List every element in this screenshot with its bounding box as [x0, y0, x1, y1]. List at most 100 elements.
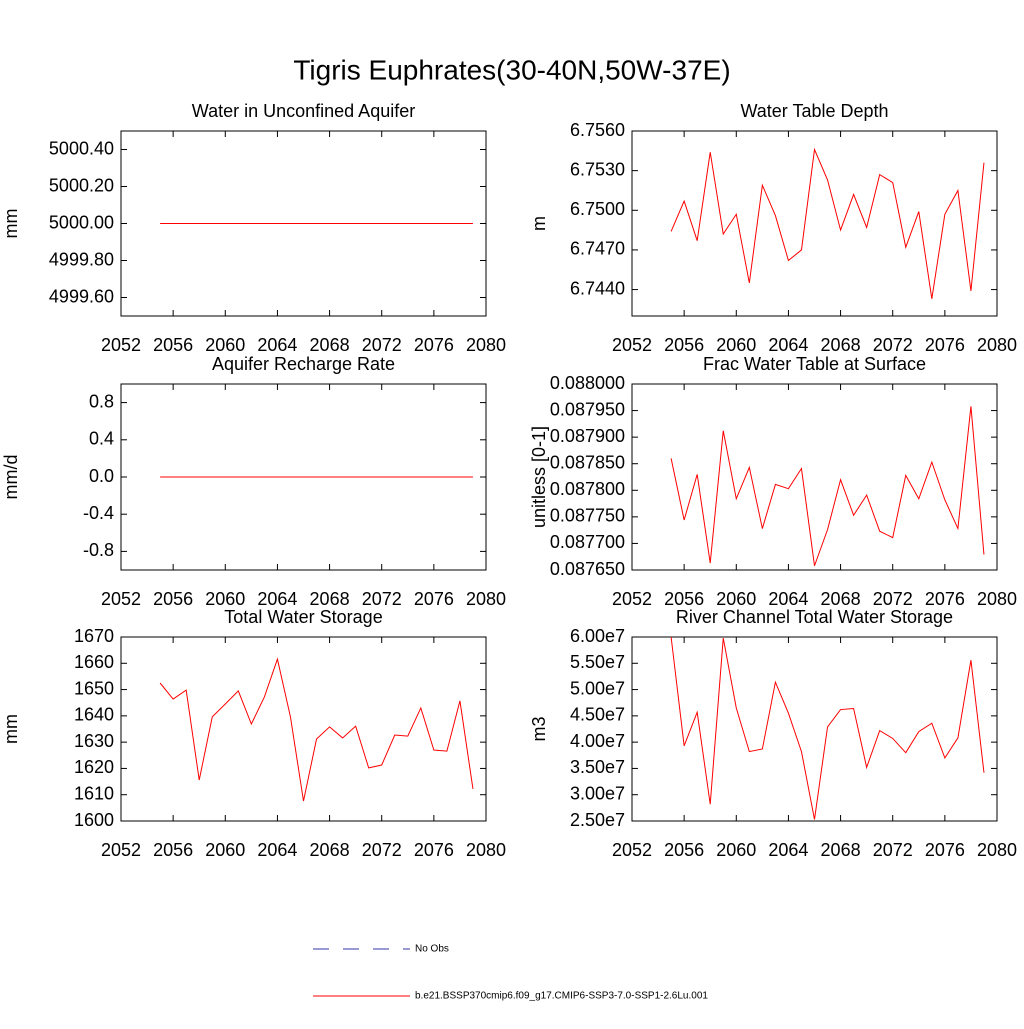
y-tick-label: 4999.60: [49, 286, 114, 306]
x-tick-label: 2076: [925, 589, 965, 609]
x-tick-label: 2076: [414, 335, 454, 355]
y-tick-label: 5000.20: [49, 175, 114, 195]
y-tick-label: 0.087700: [550, 532, 625, 552]
y-tick-label: 0.0: [89, 466, 114, 486]
plot-frame: [631, 383, 998, 571]
x-tick-label: 2060: [716, 840, 756, 860]
y-axis-label: mm: [1, 209, 21, 239]
x-tick-label: 2060: [716, 589, 756, 609]
x-tick-label: 2056: [664, 335, 704, 355]
plot-frame: [631, 636, 998, 822]
y-tick-label: 0.087750: [550, 506, 625, 526]
y-tick-label: 6.7500: [570, 199, 625, 219]
legend-label: b.e21.BSSP370cmip6.f09_g17.CMIP6-SSP3-7.…: [415, 991, 708, 1002]
panel-title: Total Water Storage: [224, 607, 382, 627]
x-tick-label: 2060: [205, 589, 245, 609]
y-tick-label: -0.4: [83, 503, 114, 523]
y-tick-label: 1630: [74, 731, 114, 751]
x-tick-label: 2068: [310, 840, 350, 860]
x-tick-label: 2052: [101, 589, 141, 609]
y-tick-label: 5.50e7: [570, 652, 625, 672]
x-tick-label: 2072: [873, 335, 913, 355]
x-tick-label: 2072: [873, 589, 913, 609]
y-tick-label: 6.7560: [570, 120, 625, 140]
y-tick-label: 0.087850: [550, 452, 625, 472]
x-tick-label: 2056: [153, 840, 193, 860]
y-axis-label: m3: [529, 716, 549, 741]
figure-title: Tigris Euphrates(30-40N,50W-37E): [293, 54, 730, 85]
x-tick-label: 2080: [977, 335, 1017, 355]
y-tick-label: 0.087800: [550, 479, 625, 499]
y-tick-label: 6.7530: [570, 159, 625, 179]
x-tick-label: 2076: [925, 840, 965, 860]
x-tick-label: 2052: [101, 335, 141, 355]
x-tick-label: 2068: [310, 335, 350, 355]
panel-title: Aquifer Recharge Rate: [212, 354, 395, 374]
y-tick-label: 1610: [74, 783, 114, 803]
x-tick-label: 2068: [821, 335, 861, 355]
y-tick-label: 1640: [74, 705, 114, 725]
x-tick-label: 2052: [612, 335, 652, 355]
y-tick-label: 4.50e7: [570, 705, 625, 725]
y-axis-label: mm/d: [1, 455, 21, 500]
y-tick-label: -0.8: [83, 540, 114, 560]
y-tick-label: 0.088000: [550, 373, 625, 393]
x-tick-label: 2072: [873, 840, 913, 860]
data-line: [670, 406, 985, 566]
x-tick-label: 2068: [821, 840, 861, 860]
y-tick-label: 0.8: [89, 391, 114, 411]
y-tick-label: 2.50e7: [570, 810, 625, 830]
x-tick-label: 2072: [362, 840, 402, 860]
y-tick-label: 1600: [74, 810, 114, 830]
plot-frame: [631, 130, 998, 317]
panel-title: Frac Water Table at Surface: [703, 354, 926, 374]
y-tick-label: 3.50e7: [570, 757, 625, 777]
x-tick-label: 2052: [101, 840, 141, 860]
x-tick-label: 2064: [768, 589, 808, 609]
x-tick-label: 2076: [925, 335, 965, 355]
x-tick-label: 2064: [768, 335, 808, 355]
data-line: [670, 147, 985, 299]
x-tick-label: 2080: [466, 335, 506, 355]
y-tick-label: 6.7440: [570, 278, 625, 298]
x-tick-label: 2060: [205, 335, 245, 355]
y-tick-label: 0.4: [89, 429, 114, 449]
y-axis-label: mm: [1, 714, 21, 744]
plot-frame: [120, 636, 487, 822]
x-tick-label: 2072: [362, 589, 402, 609]
x-tick-label: 2080: [977, 589, 1017, 609]
x-tick-label: 2056: [153, 335, 193, 355]
x-tick-label: 2064: [257, 335, 297, 355]
panel-title: Water Table Depth: [740, 101, 888, 121]
x-tick-label: 2064: [257, 589, 297, 609]
y-tick-label: 6.00e7: [570, 626, 625, 646]
x-tick-label: 2072: [362, 335, 402, 355]
y-tick-label: 1650: [74, 678, 114, 698]
y-tick-label: 5000.00: [49, 212, 114, 232]
y-tick-label: 0.087650: [550, 559, 625, 579]
y-tick-label: 1670: [74, 626, 114, 646]
x-tick-label: 2080: [466, 589, 506, 609]
x-tick-label: 2080: [977, 840, 1017, 860]
x-tick-label: 2076: [414, 589, 454, 609]
y-tick-label: 5.00e7: [570, 678, 625, 698]
y-tick-label: 6.7470: [570, 239, 625, 259]
y-tick-label: 5000.40: [49, 138, 114, 158]
data-line: [159, 657, 474, 802]
x-tick-label: 2068: [821, 589, 861, 609]
y-tick-label: 1620: [74, 757, 114, 777]
y-tick-label: 0.087900: [550, 426, 625, 446]
legend-label: No Obs: [415, 944, 449, 955]
x-tick-label: 2060: [716, 335, 756, 355]
y-axis-label: m: [529, 216, 549, 231]
x-tick-label: 2064: [768, 840, 808, 860]
x-tick-label: 2076: [414, 840, 454, 860]
panel-title: Water in Unconfined Aquifer: [192, 101, 415, 121]
y-tick-label: 1660: [74, 652, 114, 672]
y-axis-label: unitless [0-1]: [529, 426, 549, 528]
x-tick-label: 2052: [612, 589, 652, 609]
x-tick-label: 2080: [466, 840, 506, 860]
x-tick-label: 2060: [205, 840, 245, 860]
x-tick-label: 2056: [153, 589, 193, 609]
